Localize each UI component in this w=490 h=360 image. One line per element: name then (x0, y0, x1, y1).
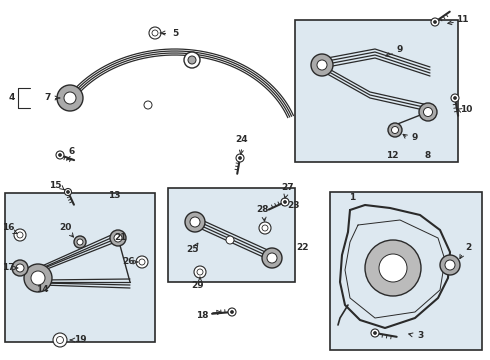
Text: 10: 10 (460, 105, 472, 114)
Circle shape (259, 222, 271, 234)
Text: 8: 8 (425, 150, 431, 159)
Circle shape (114, 234, 122, 242)
Circle shape (373, 332, 376, 334)
Circle shape (388, 123, 402, 137)
Circle shape (239, 157, 242, 159)
Circle shape (419, 103, 437, 121)
Text: 13: 13 (108, 190, 120, 199)
Circle shape (371, 329, 379, 337)
Circle shape (56, 151, 64, 159)
Circle shape (284, 201, 287, 203)
Circle shape (58, 153, 62, 157)
Text: 7: 7 (45, 94, 51, 103)
Circle shape (423, 108, 433, 117)
Circle shape (311, 54, 333, 76)
Circle shape (392, 126, 398, 134)
Text: 4: 4 (9, 94, 15, 103)
Circle shape (144, 101, 152, 109)
Circle shape (190, 217, 200, 227)
Text: 3: 3 (417, 332, 423, 341)
Text: 9: 9 (412, 134, 418, 143)
Circle shape (194, 266, 206, 278)
Circle shape (14, 229, 26, 241)
Text: 27: 27 (282, 184, 294, 193)
Circle shape (149, 27, 161, 39)
Text: 16: 16 (2, 224, 14, 233)
Circle shape (434, 21, 437, 23)
Text: 29: 29 (192, 280, 204, 289)
Circle shape (110, 230, 126, 246)
Circle shape (267, 253, 277, 263)
Circle shape (365, 240, 421, 296)
Text: 28: 28 (256, 206, 268, 215)
Text: 24: 24 (236, 135, 248, 144)
Circle shape (12, 260, 28, 276)
Circle shape (262, 248, 282, 268)
Bar (5, 193, 155, 342)
Circle shape (65, 189, 72, 195)
Text: 22: 22 (296, 243, 308, 252)
Circle shape (195, 267, 205, 277)
Text: 2: 2 (465, 243, 471, 252)
Circle shape (236, 154, 244, 162)
Circle shape (431, 18, 439, 26)
Circle shape (379, 254, 407, 282)
Text: 12: 12 (386, 150, 398, 159)
Circle shape (53, 333, 67, 347)
Text: 5: 5 (172, 28, 178, 37)
Circle shape (445, 260, 455, 270)
Circle shape (136, 256, 148, 268)
Circle shape (226, 236, 234, 244)
Circle shape (64, 92, 76, 104)
Circle shape (281, 198, 289, 206)
Text: 26: 26 (122, 257, 134, 266)
Circle shape (31, 271, 45, 285)
Text: 1: 1 (349, 193, 355, 202)
Circle shape (454, 96, 457, 99)
Circle shape (451, 94, 459, 102)
Circle shape (77, 239, 83, 245)
Circle shape (185, 212, 205, 232)
Text: 21: 21 (114, 234, 126, 243)
Text: 17: 17 (1, 264, 14, 273)
Bar (295, 20, 458, 162)
Text: 23: 23 (287, 201, 299, 210)
Bar (168, 188, 295, 282)
Circle shape (24, 264, 52, 292)
Text: 25: 25 (186, 246, 198, 255)
Text: 14: 14 (36, 285, 49, 294)
Bar (330, 192, 482, 350)
Text: 9: 9 (397, 45, 403, 54)
Circle shape (317, 60, 327, 70)
Text: 19: 19 (74, 336, 86, 345)
Text: 11: 11 (456, 15, 468, 24)
Text: 6: 6 (69, 148, 75, 157)
Circle shape (16, 264, 24, 272)
Circle shape (228, 308, 236, 316)
Circle shape (184, 52, 200, 68)
Circle shape (440, 255, 460, 275)
Circle shape (67, 190, 70, 194)
Circle shape (188, 56, 196, 64)
Circle shape (230, 310, 234, 314)
Text: 18: 18 (196, 310, 208, 320)
Circle shape (57, 85, 83, 111)
Text: 15: 15 (49, 180, 61, 189)
Text: 20: 20 (59, 224, 71, 233)
Circle shape (74, 236, 86, 248)
